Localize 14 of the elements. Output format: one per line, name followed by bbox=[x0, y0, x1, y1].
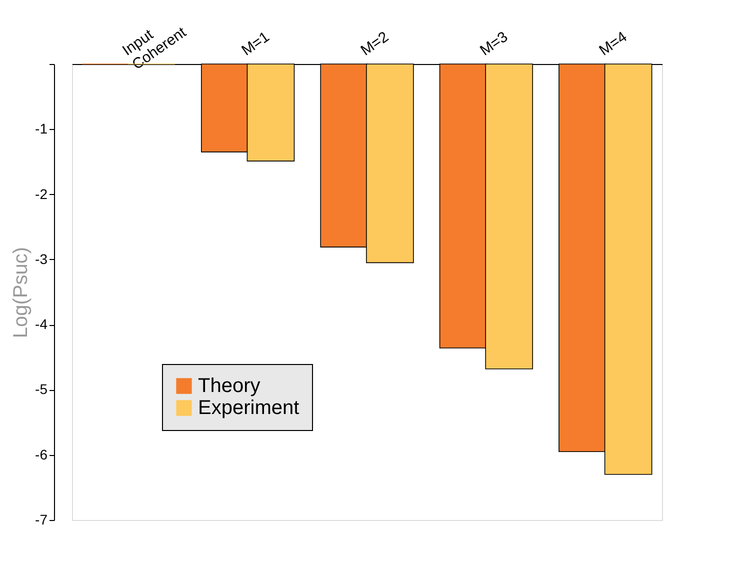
y-tick-label: -2 bbox=[35, 186, 48, 202]
y-tick-label: -5 bbox=[35, 381, 48, 398]
y-axis-title: Log(Psuc) bbox=[10, 246, 32, 338]
legend-label: Theory bbox=[198, 375, 260, 397]
x-tick-label: M=3 bbox=[477, 28, 512, 60]
legend-label: Experiment bbox=[198, 397, 300, 419]
x-tick-label: M=2 bbox=[358, 28, 392, 60]
y-tick-label: -4 bbox=[35, 316, 48, 332]
x-tick-label: M=4 bbox=[596, 28, 630, 60]
x-tick-label: M=1 bbox=[238, 28, 273, 60]
y-tick-label: -1 bbox=[35, 120, 48, 137]
y-tick-label: -7 bbox=[35, 512, 48, 528]
y-tick-label: -3 bbox=[35, 250, 48, 267]
y-tick-label: -6 bbox=[35, 446, 48, 462]
